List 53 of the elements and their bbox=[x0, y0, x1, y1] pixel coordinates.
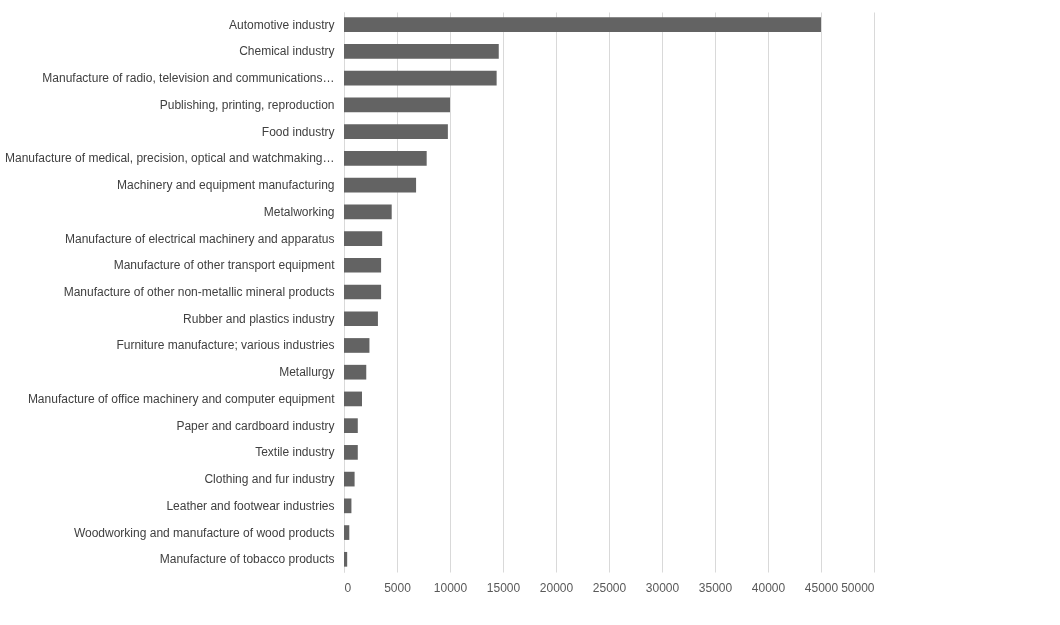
x-tick-label: 5000 bbox=[384, 580, 412, 595]
y-tick-label: Textile industry bbox=[255, 445, 335, 460]
bar bbox=[344, 204, 392, 220]
bar bbox=[344, 471, 355, 487]
y-tick-label: Metallurgy bbox=[279, 365, 335, 380]
bar bbox=[344, 257, 382, 273]
bar bbox=[344, 44, 499, 59]
y-tick-label: Publishing, printing, reproduction bbox=[159, 97, 335, 112]
bar bbox=[344, 151, 427, 166]
bar bbox=[344, 97, 450, 113]
y-tick-label: Manufacture of other non-metallic mineral products bbox=[63, 285, 335, 299]
y-tick-label: Woodworking and manufacture of wood products bbox=[73, 525, 335, 540]
x-tick-label: 15000 bbox=[486, 580, 521, 595]
x-tick-label: 20000 bbox=[539, 580, 574, 595]
y-tick-label: Machinery and equipment manufacturing bbox=[117, 178, 335, 193]
bar bbox=[344, 498, 352, 514]
x-tick-label: 25000 bbox=[592, 580, 627, 595]
x-tick-label: 10000 bbox=[433, 580, 468, 595]
x-tick-label: 0 bbox=[344, 580, 352, 595]
bar bbox=[344, 70, 497, 86]
y-tick-label: Rubber and plastics industry bbox=[183, 311, 335, 326]
bar bbox=[344, 551, 348, 567]
y-tick-label: Manufacture of medical, precision, optical and watchmaking… bbox=[5, 151, 335, 166]
y-tick-label: Metalworking bbox=[263, 204, 335, 219]
y-tick-label: Manufacture of office machinery and computer equipment bbox=[27, 391, 336, 406]
y-tick-label: Manufacture of other transport equipment bbox=[113, 258, 336, 273]
y-tick-label: Automotive industry bbox=[229, 17, 335, 32]
bar bbox=[344, 177, 417, 193]
bar bbox=[344, 525, 350, 540]
y-tick-label: Leather and footwear industries bbox=[166, 498, 335, 513]
bar bbox=[344, 418, 358, 433]
y-tick-label: Chemical industry bbox=[239, 44, 335, 59]
bar bbox=[344, 231, 383, 246]
y-tick-label: Food industry bbox=[261, 124, 335, 139]
y-tick-label: Manufacture of tobacco products bbox=[159, 552, 335, 567]
y-tick-label: Manufacture of radio, television and communications… bbox=[42, 71, 335, 86]
x-tick-label: 35000 bbox=[698, 580, 733, 595]
bar bbox=[344, 391, 363, 407]
bar bbox=[344, 124, 448, 139]
bar bbox=[344, 311, 378, 327]
x-tick-label: 40000 bbox=[751, 580, 786, 595]
bar bbox=[344, 338, 370, 353]
y-tick-label: Clothing and fur industry bbox=[204, 472, 335, 487]
bar bbox=[344, 17, 821, 33]
bar bbox=[344, 284, 382, 300]
bar bbox=[344, 364, 367, 380]
y-tick-label: Paper and cardboard industry bbox=[176, 418, 335, 433]
y-tick-label: Manufacture of electrical machinery and apparatus bbox=[65, 231, 335, 246]
x-tick-label: 50000 bbox=[841, 580, 875, 595]
x-tick-label: 30000 bbox=[645, 580, 680, 595]
y-tick-label: Furniture manufacture; various industries bbox=[116, 338, 335, 353]
x-tick-label: 45000 bbox=[804, 580, 839, 595]
bar bbox=[344, 445, 358, 460]
